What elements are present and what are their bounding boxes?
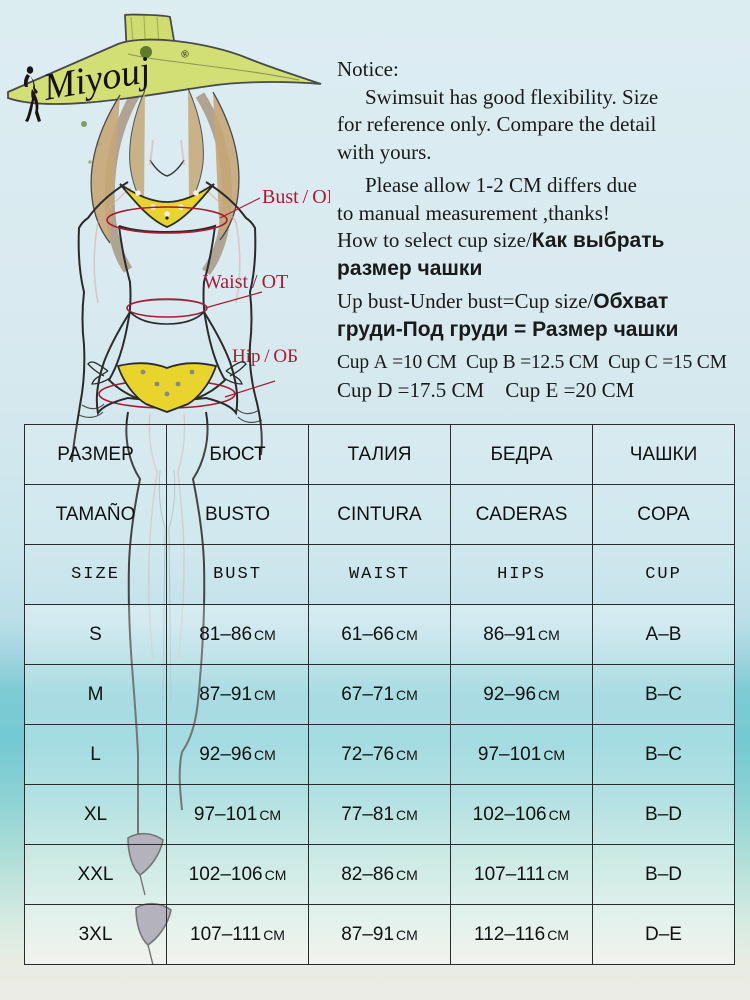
svg-text:Waist / ОТ: Waist / ОТ [203, 271, 288, 293]
svg-text:Hip / ОБ: Hip / ОБ [232, 346, 298, 367]
svg-text:Bust / ОГ: Bust / ОГ [262, 186, 330, 208]
